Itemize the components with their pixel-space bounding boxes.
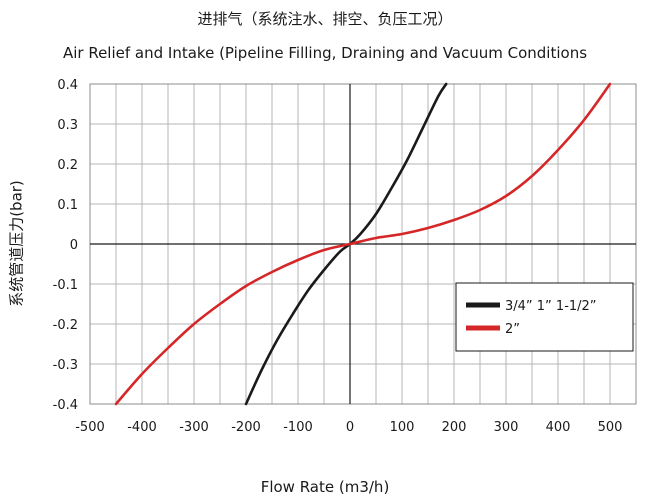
series-lines (114, 82, 612, 406)
legend-box (455, 282, 634, 352)
axes (89, 83, 637, 405)
y-tick-label: -0.2 (53, 318, 78, 333)
y-tick-label: -0.4 (53, 398, 78, 413)
chart-title: 进排气（系统注水、排空、负压工况） (197, 10, 453, 28)
x-tick-label: 100 (390, 420, 415, 435)
x-tick-label: -100 (283, 420, 313, 435)
y-tick-label: -0.1 (53, 278, 78, 293)
x-ticks: -500 -400 -300 -200 -100 0 100 200 300 400 500 (75, 420, 622, 435)
y-tick-label: 0 (70, 238, 78, 253)
x-axis-label: Flow Rate (m3/h) (260, 478, 390, 496)
y-tick-label: -0.3 (53, 358, 78, 373)
series-line-2 (114, 82, 612, 406)
x-tick-label: 400 (546, 420, 571, 435)
x-tick-label: -400 (127, 420, 157, 435)
y-tick-label: 0.1 (57, 198, 78, 213)
chart-subtitle: Air Relief and Intake (Pipeline Filling,… (62, 44, 588, 62)
legend: 3/4” 1” 1-1/2” 2” (455, 282, 634, 352)
legend-label-2: 2” (505, 322, 520, 337)
x-tick-label: 300 (494, 420, 519, 435)
x-tick-label: 500 (598, 420, 623, 435)
x-tick-label: 200 (442, 420, 467, 435)
y-tick-label: 0.3 (57, 118, 78, 133)
x-tick-label: 0 (346, 420, 354, 435)
x-tick-label: -200 (231, 420, 261, 435)
x-tick-label: -500 (75, 420, 105, 435)
legend-label-1: 3/4” 1” 1-1/2” (505, 299, 597, 314)
y-ticks: 0.4 0.3 0.2 0.1 0 -0.1 -0.2 -0.3 -0.4 (53, 78, 78, 413)
y-tick-label: 0.2 (57, 158, 78, 173)
y-tick-label: 0.4 (57, 78, 78, 93)
x-tick-label: -300 (179, 420, 209, 435)
